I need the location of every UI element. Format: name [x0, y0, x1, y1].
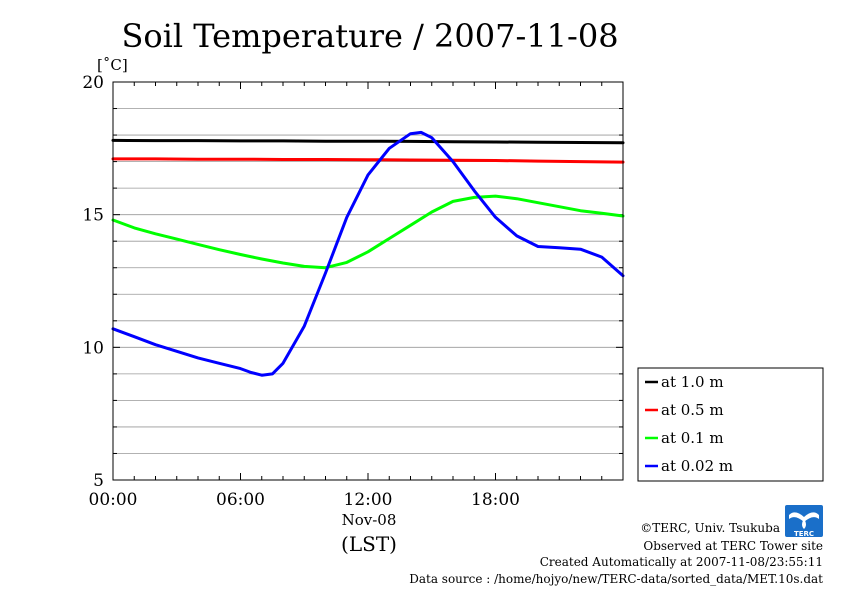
footer-source: Data source : /home/hojyo/new/TERC-data/…	[409, 572, 823, 586]
legend-label: at 0.1 m	[661, 429, 724, 447]
footer-created: Created Automatically at 2007-11-08/23:5…	[540, 555, 823, 569]
series-lines	[111, 130, 625, 377]
x-tick-label: 06:00	[216, 490, 265, 510]
series-line-3	[111, 130, 625, 377]
logo-text: TERC	[794, 530, 814, 538]
y-tick-label: 15	[82, 206, 104, 226]
legend: at 1.0 m at 0.5 m at 0.1 m at 0.02 m	[637, 367, 824, 482]
chart-title: Soil Temperature / 2007-11-08	[121, 17, 618, 55]
x-date-label: Nov-08	[342, 511, 397, 529]
grid	[113, 108, 623, 454]
x-tick-label: 00:00	[89, 490, 138, 510]
legend-label: at 0.5 m	[661, 401, 724, 419]
y-tick-label: 10	[82, 338, 104, 358]
y-axis-label: [˚C]	[97, 56, 128, 74]
y-tick-label: 5	[93, 471, 104, 491]
legend-label: at 0.02 m	[661, 457, 733, 475]
x-axis-label: (LST)	[341, 532, 397, 556]
series-line-0	[111, 138, 625, 145]
x-tick-label: 12:00	[344, 490, 393, 510]
x-tick-label: 18:00	[471, 490, 520, 510]
y-tick-labels: 5 10 15 20	[82, 73, 104, 491]
footer-observed: Observed at TERC Tower site	[643, 539, 823, 553]
x-tick-labels: 00:00 06:00 12:00 18:00	[89, 490, 521, 510]
series-line-1	[111, 157, 625, 164]
footer-copyright: ©TERC, Univ. Tsukuba	[640, 521, 780, 535]
y-tick-label: 20	[82, 73, 104, 93]
series-line-2	[111, 194, 625, 270]
terc-logo: TERC	[785, 505, 823, 538]
legend-label: at 1.0 m	[661, 373, 724, 391]
legend-box	[637, 367, 824, 482]
plot-frame	[112, 81, 624, 481]
